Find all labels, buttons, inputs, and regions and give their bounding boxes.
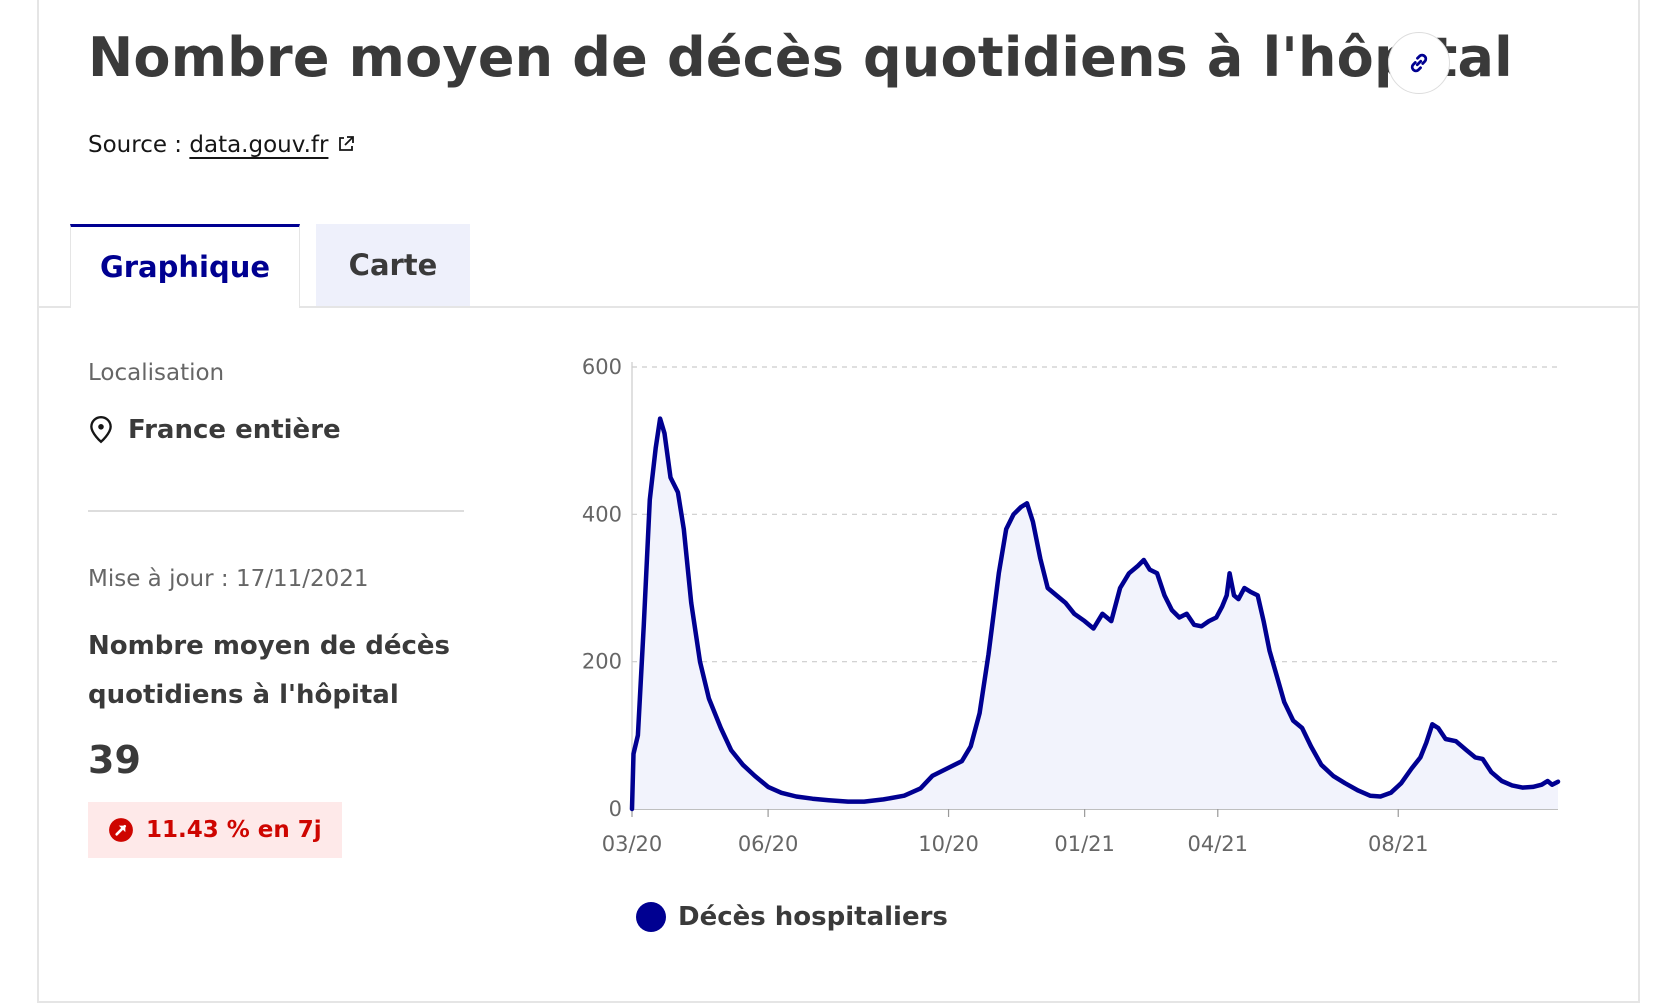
y-tick-label: 200: [582, 650, 622, 674]
location-label: Localisation: [88, 360, 225, 386]
trend-text: 11.43 % en 7j: [146, 817, 322, 843]
update-date: Mise à jour : 17/11/2021: [88, 566, 369, 592]
link-icon: [1410, 53, 1428, 73]
tab-graphique[interactable]: Graphique: [70, 224, 300, 306]
x-tick-label: 10/20: [918, 832, 979, 856]
kpi-label: Nombre moyen de décès quotidiens à l'hôp…: [88, 631, 450, 710]
x-tick-label: 04/21: [1188, 832, 1249, 856]
map-pin-icon: [90, 415, 112, 444]
legend-label: Décès hospitaliers: [678, 902, 948, 932]
y-tick-label: 0: [609, 797, 622, 821]
source-link-label: data.gouv.fr: [189, 132, 329, 158]
source-prefix: Source :: [88, 132, 183, 158]
tab-divider: [39, 306, 1638, 308]
series-line[interactable]: [629, 416, 1561, 812]
page-title: Nombre moyen de décès quotidiens à l'hôp…: [88, 26, 1513, 89]
tab-carte[interactable]: Carte: [316, 224, 470, 306]
x-tick-label: 08/21: [1368, 832, 1429, 856]
x-tick-label: 03/20: [602, 832, 663, 856]
line-chart: 0 200 400 600 03/20 06/20 10/20 01/21 04/21 08/21: [582, 355, 1561, 856]
location-selector: France entière: [88, 415, 341, 445]
y-tick-label: 600: [582, 355, 622, 379]
legend-marker: [636, 902, 666, 932]
external-link-icon: [339, 136, 355, 151]
y-tick-label: 400: [582, 502, 622, 526]
series-area: [632, 418, 1558, 809]
x-tick-label: 06/20: [738, 832, 799, 856]
copy-link-button[interactable]: [1388, 32, 1450, 94]
sidebar-divider: [88, 510, 464, 512]
x-tick-label: 01/21: [1054, 832, 1115, 856]
trend-badge: 11.43 % en 7j: [88, 802, 342, 858]
arrow-up-right-icon: [108, 817, 134, 843]
location-value: France entière: [128, 415, 341, 445]
source-line: Source : data.gouv.fr: [88, 132, 356, 158]
kpi-value: 39: [88, 738, 141, 782]
chart-legend[interactable]: Décès hospitaliers: [636, 902, 948, 932]
source-link[interactable]: data.gouv.fr: [189, 132, 356, 158]
